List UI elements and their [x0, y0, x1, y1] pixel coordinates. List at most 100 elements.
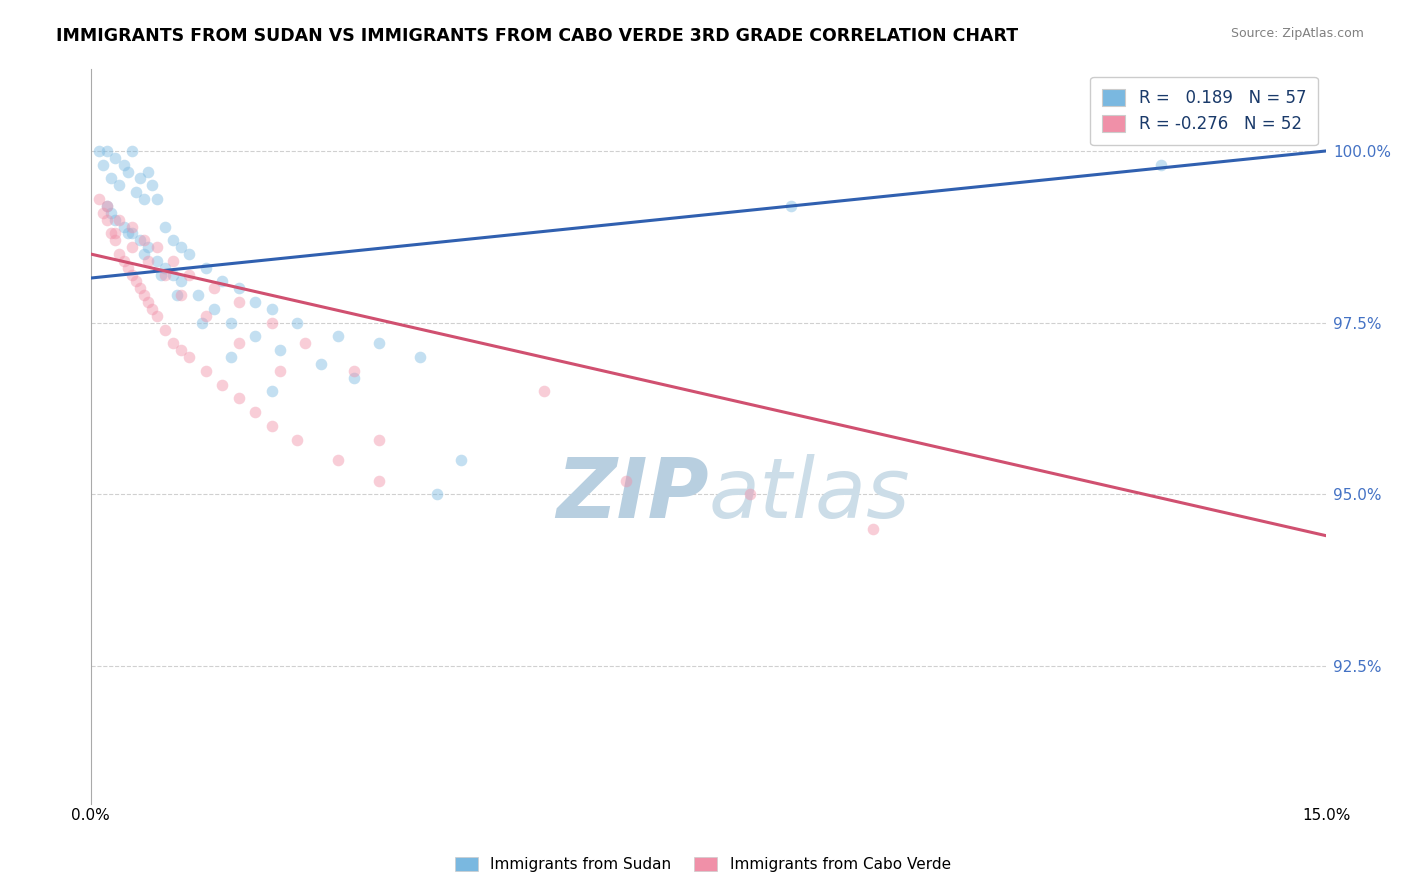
Point [260, 316, 283, 330]
Point [121, 219, 143, 234]
Point [211, 275, 233, 289]
Text: IMMIGRANTS FROM SUDAN VS IMMIGRANTS FROM CABO VERDE 3RD GRADE CORRELATION CHART: IMMIGRANTS FROM SUDAN VS IMMIGRANTS FROM… [56, 27, 1018, 45]
Point [134, 192, 156, 206]
Point [219, 316, 242, 330]
Point [145, 240, 167, 254]
Point [87, 144, 110, 158]
Point [450, 453, 472, 467]
Point [367, 336, 389, 351]
Point [134, 288, 156, 302]
Point [179, 268, 201, 282]
Point [134, 233, 156, 247]
Point [121, 144, 143, 158]
Point [326, 329, 349, 343]
Point [104, 212, 127, 227]
Point [614, 474, 637, 488]
Point [104, 233, 127, 247]
Point [112, 219, 135, 234]
Point [194, 364, 217, 378]
Point [367, 474, 389, 488]
Point [96, 144, 118, 158]
Point [179, 247, 201, 261]
Point [367, 433, 389, 447]
Point [170, 275, 193, 289]
Point [260, 384, 283, 399]
Point [260, 418, 283, 433]
Point [145, 192, 167, 206]
Point [211, 377, 233, 392]
Point [108, 178, 131, 193]
Point [162, 336, 184, 351]
Point [108, 212, 131, 227]
Point [219, 350, 242, 364]
Point [194, 309, 217, 323]
Point [194, 260, 217, 275]
Point [149, 268, 172, 282]
Point [136, 253, 159, 268]
Point [108, 247, 131, 261]
Point [125, 185, 148, 199]
Point [153, 322, 176, 336]
Point [187, 288, 209, 302]
Point [153, 268, 176, 282]
Point [862, 522, 884, 536]
Point [121, 240, 143, 254]
Point [202, 301, 225, 316]
Point [136, 295, 159, 310]
Point [112, 158, 135, 172]
Point [87, 192, 110, 206]
Point [162, 233, 184, 247]
Point [228, 295, 250, 310]
Point [285, 433, 308, 447]
Point [202, 281, 225, 295]
Point [269, 343, 291, 358]
Point [228, 392, 250, 406]
Point [170, 288, 193, 302]
Point [245, 329, 267, 343]
Legend: R =   0.189   N = 57, R = -0.276   N = 52: R = 0.189 N = 57, R = -0.276 N = 52 [1090, 77, 1317, 145]
Point [141, 178, 163, 193]
Point [121, 227, 143, 241]
Point [145, 253, 167, 268]
Point [343, 364, 366, 378]
Point [117, 260, 139, 275]
Point [162, 253, 184, 268]
Point [1150, 158, 1173, 172]
Point [779, 199, 801, 213]
Point [228, 336, 250, 351]
Point [121, 268, 143, 282]
Point [326, 453, 349, 467]
Point [153, 260, 176, 275]
Point [91, 206, 114, 220]
Point [141, 301, 163, 316]
Point [191, 316, 214, 330]
Point [269, 364, 291, 378]
Point [179, 350, 201, 364]
Point [117, 227, 139, 241]
Point [294, 336, 316, 351]
Point [162, 268, 184, 282]
Point [409, 350, 432, 364]
Point [136, 164, 159, 178]
Point [91, 158, 114, 172]
Point [533, 384, 555, 399]
Legend: Immigrants from Sudan, Immigrants from Cabo Verde: Immigrants from Sudan, Immigrants from C… [447, 849, 959, 880]
Point [96, 212, 118, 227]
Point [170, 240, 193, 254]
Point [136, 240, 159, 254]
Point [96, 199, 118, 213]
Point [117, 164, 139, 178]
Point [309, 357, 332, 371]
Point [245, 405, 267, 419]
Point [738, 487, 761, 501]
Point [134, 247, 156, 261]
Point [145, 309, 167, 323]
Point [129, 233, 152, 247]
Point [343, 370, 366, 384]
Text: Source: ZipAtlas.com: Source: ZipAtlas.com [1230, 27, 1364, 40]
Point [245, 295, 267, 310]
Point [425, 487, 447, 501]
Point [100, 206, 122, 220]
Point [129, 281, 152, 295]
Point [166, 288, 188, 302]
